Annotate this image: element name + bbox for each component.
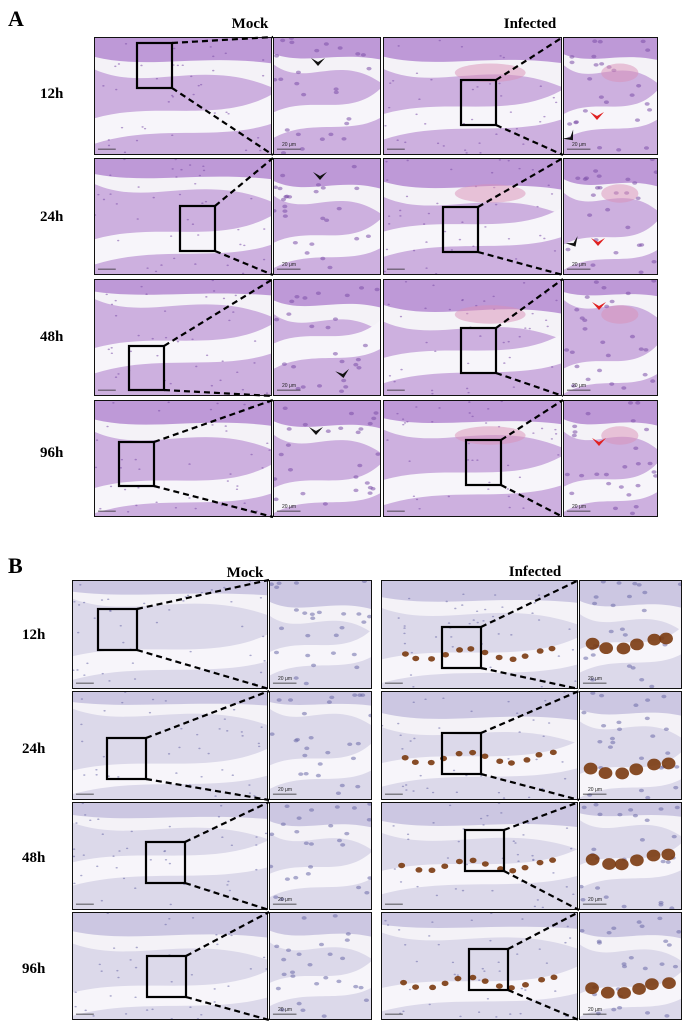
infected-zoom-tile: 20 μm — [579, 580, 682, 689]
scale-bar-label: 20 μm — [282, 262, 296, 268]
infected-overview-tile — [381, 802, 578, 910]
panel-a-row-label: 24h — [40, 209, 64, 225]
scale-bar-label: 20 μm — [282, 142, 296, 148]
scale-bar-label: 20 μm — [572, 383, 586, 389]
scale-bar-label: 20 μm — [282, 383, 296, 389]
infected-overview-tile — [381, 691, 578, 800]
panel-b-row-label: 96h — [22, 961, 46, 977]
mock-overview-tile — [94, 400, 272, 517]
infected-zoom-tile: 20 μm — [579, 912, 682, 1020]
mock-zoom-tile: 20 μm — [269, 802, 372, 910]
infected-zoom-tile: 20 μm — [563, 400, 658, 517]
panel-b-row-label: 48h — [22, 850, 46, 866]
infected-zoom-tile: 20 μm — [579, 691, 682, 800]
mock-zoom-tile: 20 μm — [273, 279, 381, 396]
scale-bar-label: 20 μm — [588, 897, 602, 903]
panel-b-mock-title: Mock — [226, 565, 264, 581]
infected-zoom-tile: 20 μm — [563, 37, 658, 155]
panel-letter-a: A — [8, 6, 24, 31]
mock-overview-tile — [72, 580, 268, 689]
mock-zoom-tile: 20 μm — [269, 691, 372, 800]
scale-bar-label: 20 μm — [278, 897, 292, 903]
panel-b-infected-title: Infected — [508, 564, 562, 580]
mock-zoom-tile: 20 μm — [273, 400, 381, 517]
mock-overview-tile — [72, 912, 268, 1020]
mock-overview-tile — [72, 691, 268, 800]
mock-overview-tile — [94, 279, 272, 396]
panel-a-infected-title: Infected — [503, 16, 557, 32]
panel-a-row-label: 96h — [40, 445, 64, 461]
scale-bar-label: 20 μm — [572, 504, 586, 510]
mock-zoom-tile: 20 μm — [273, 158, 381, 275]
scale-bar-label: 20 μm — [588, 787, 602, 793]
infected-overview-tile — [383, 279, 562, 396]
infected-overview-tile — [381, 912, 578, 1020]
infected-zoom-tile: 20 μm — [563, 158, 658, 275]
scale-bar-label: 20 μm — [572, 142, 586, 148]
scale-bar-label: 20 μm — [588, 1007, 602, 1013]
panel-b-row-label: 24h — [22, 741, 46, 757]
infected-overview-tile — [383, 400, 562, 517]
infected-overview-tile — [383, 37, 562, 155]
mock-overview-tile — [72, 802, 268, 910]
infected-zoom-tile: 20 μm — [579, 802, 682, 910]
scale-bar-label: 20 μm — [278, 787, 292, 793]
mock-zoom-tile: 20 μm — [269, 912, 372, 1020]
mock-overview-tile — [94, 37, 272, 155]
panel-a-mock-title: Mock — [231, 16, 269, 32]
panel-letter-b: B — [8, 553, 23, 578]
scale-bar-label: 20 μm — [572, 262, 586, 268]
scale-bar-label: 20 μm — [588, 676, 602, 682]
panel-a-row-label: 48h — [40, 329, 64, 345]
scale-bar-label: 20 μm — [278, 676, 292, 682]
infected-overview-tile — [381, 580, 578, 689]
infected-zoom-tile: 20 μm — [563, 279, 658, 396]
scale-bar-label: 20 μm — [278, 1007, 292, 1013]
panel-a-row-label: 12h — [40, 86, 64, 102]
scale-bar-label: 20 μm — [282, 504, 296, 510]
mock-zoom-tile: 20 μm — [269, 580, 372, 689]
mock-zoom-tile: 20 μm — [273, 37, 381, 155]
infected-overview-tile — [383, 158, 562, 275]
mock-overview-tile — [94, 158, 272, 275]
panel-b-row-label: 12h — [22, 627, 46, 643]
